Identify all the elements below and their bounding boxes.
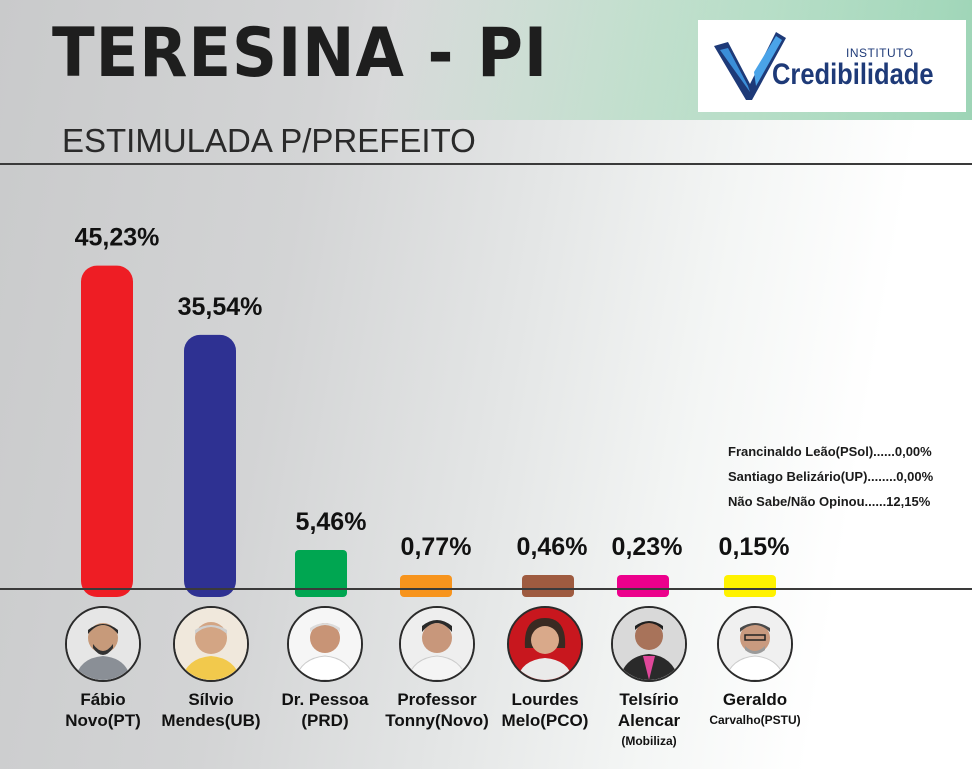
bar-value-label-5: 0,23% xyxy=(612,533,683,561)
bar-0 xyxy=(81,265,133,597)
bar-6 xyxy=(724,575,776,597)
page-title: TERESINA - PI xyxy=(52,14,549,93)
candidate-name: Fábio Novo(PT) xyxy=(65,690,141,730)
bar-value-label-3: 0,77% xyxy=(401,533,472,561)
bar-value-label-1: 35,54% xyxy=(178,293,263,321)
bar-value-label-0: 45,23% xyxy=(75,224,160,252)
candidate-silvio-mendes: Sílvio Mendes(UB) xyxy=(148,606,274,731)
person-icon xyxy=(509,608,581,680)
candidate-photo xyxy=(65,606,141,682)
candidate-photo xyxy=(507,606,583,682)
bar-value-label-6: 0,15% xyxy=(719,533,790,561)
bar-value-label-4: 0,46% xyxy=(517,533,588,561)
note-nao-sabe: Não Sabe/Não Opinou......12,15% xyxy=(728,494,931,509)
person-icon xyxy=(401,608,473,680)
person-icon xyxy=(67,608,139,680)
logo-small-text: INSTITUTO xyxy=(846,46,914,60)
candidate-name: Dr. Pessoa (PRD) xyxy=(281,690,369,730)
candidate-photo xyxy=(287,606,363,682)
candidate-name: Professor Tonny(Novo) xyxy=(385,690,489,730)
bar-chart: 45,23% 35,54% 5,46% 0,77% 0,46% 0,23% 0,15% xyxy=(75,224,790,597)
candidate-lourdes-melo: Lourdes Melo(PCO) xyxy=(482,606,608,731)
candidate-name: Telsírio Alencar (Mobiliza) xyxy=(617,690,681,748)
institute-logo: INSTITUTO Credibilidade xyxy=(698,20,966,112)
candidate-dr-pessoa: Dr. Pessoa (PRD) xyxy=(262,606,388,731)
person-icon xyxy=(289,608,361,680)
candidate-name: Lourdes Melo(PCO) xyxy=(501,690,589,730)
person-icon xyxy=(613,608,685,680)
candidate-photo xyxy=(717,606,793,682)
bar-5 xyxy=(617,575,669,597)
bar-1 xyxy=(184,334,236,597)
candidate-photo xyxy=(173,606,249,682)
person-icon xyxy=(175,608,247,680)
bar-3 xyxy=(400,575,452,597)
bar-4 xyxy=(522,575,574,597)
page-subtitle: ESTIMULADA P/PREFEITO xyxy=(62,122,476,159)
header-divider xyxy=(0,163,972,165)
candidate-telsirio-alencar: Telsírio Alencar (Mobiliza) xyxy=(586,606,712,752)
bar-value-label-2: 5,46% xyxy=(296,508,367,536)
candidate-name: Sílvio Mendes(UB) xyxy=(161,690,261,730)
candidate-geraldo-carvalho: Geraldo Carvalho(PSTU) xyxy=(692,606,818,731)
candidate-professor-tonny: Professor Tonny(Novo) xyxy=(374,606,500,731)
bar-2 xyxy=(295,549,347,597)
candidate-fabio-novo: Fábio Novo(PT) xyxy=(40,606,166,731)
candidate-photo xyxy=(611,606,687,682)
candidate-name: Geraldo Carvalho(PSTU) xyxy=(709,690,801,727)
checkmark-logo-icon xyxy=(714,32,786,100)
other-results-notes: Francinaldo Leão(PSol)......0,00% Santia… xyxy=(728,444,968,519)
candidate-photo xyxy=(399,606,475,682)
chart-baseline xyxy=(0,588,972,590)
note-santiago: Santiago Belizário(UP)........0,00% xyxy=(728,469,934,484)
note-francinaldo: Francinaldo Leão(PSol)......0,00% xyxy=(728,444,932,459)
person-icon xyxy=(719,608,791,680)
logo-wordmark: Credibilidade xyxy=(772,58,934,91)
